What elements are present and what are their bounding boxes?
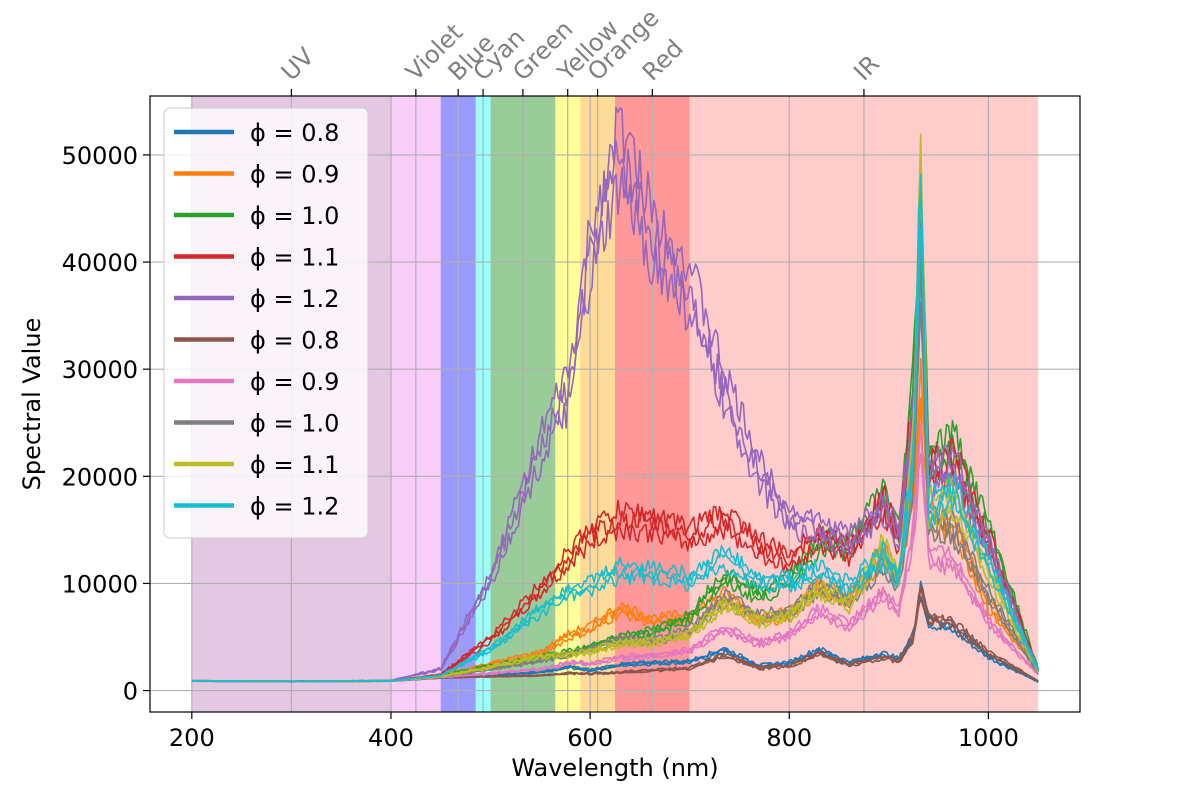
y-tick-label: 40000 [62,249,138,277]
y-tick-label: 20000 [62,463,138,491]
legend-entry-7: ϕ = 0.9 [250,368,339,396]
band-label-ir: IR [848,50,885,87]
x-tick-label: 200 [169,724,215,752]
x-tick-label: 800 [766,724,812,752]
band-label-uv: UV [276,42,320,86]
y-axis-title: Spectral Value [18,318,46,491]
legend-entry-5: ϕ = 1.2 [250,285,339,313]
y-tick-label: 50000 [62,142,138,170]
series-lines [191,106,1039,683]
legend-entry-10: ϕ = 1.2 [250,493,339,521]
x-axis-title: Wavelength (nm) [511,754,718,782]
series-10 [191,173,1039,683]
y-tick-label: 30000 [62,356,138,384]
axis-ticks: 200 400 600 800 1000010000200003000040000500… [62,142,1019,752]
plot-frame [149,95,1081,713]
y-tick-label: 10000 [62,570,138,598]
series-line-10 [191,181,1039,683]
x-tick-label: 1000 [958,724,1019,752]
legend-entry-2: ϕ = 0.9 [250,161,339,189]
legend-entry-6: ϕ = 0.8 [250,327,339,355]
legend-entry-3: ϕ = 1.0 [250,202,339,230]
legend-entry-1: ϕ = 0.8 [250,119,339,147]
legend-entry-4: ϕ = 1.1 [250,244,339,272]
legend: ϕ = 0.8 ϕ = 0.9 ϕ = 1.0 ϕ = 1.1 ϕ = 1.2 ϕ = 0… [163,107,369,539]
legend-entry-8: ϕ = 1.0 [250,410,339,438]
x-tick-label: 600 [567,724,613,752]
x-tick-label: 400 [368,724,414,752]
legend-entry-9: ϕ = 1.1 [250,451,339,479]
y-tick-label: 0 [123,678,138,706]
